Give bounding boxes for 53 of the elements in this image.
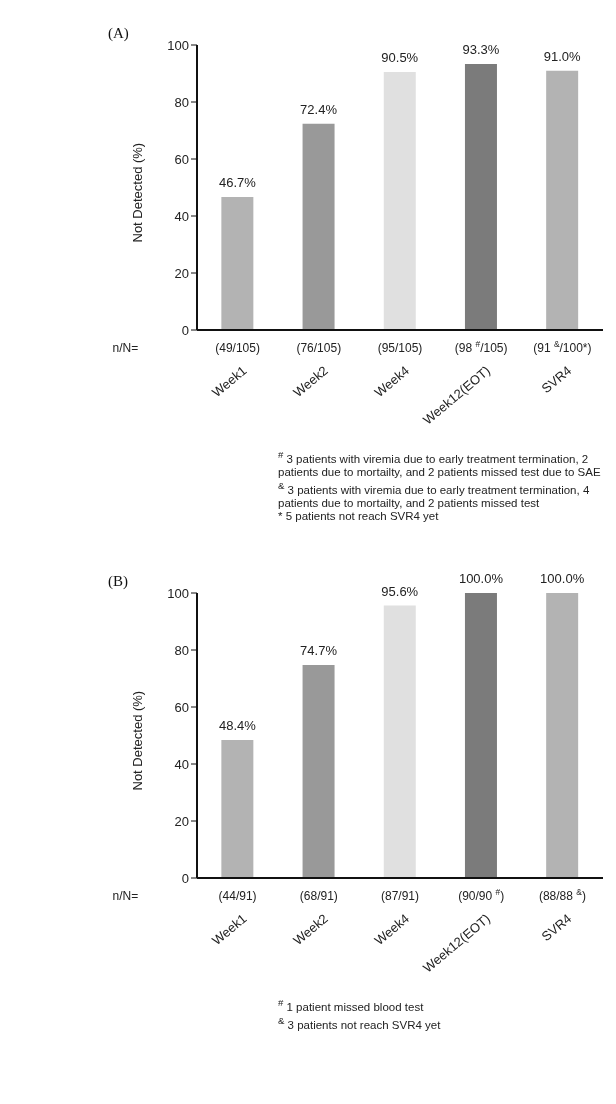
y-axis-title: Not Detected (%)	[129, 142, 145, 243]
y-tick-label: 100	[167, 585, 189, 601]
text: (90/90 $^{#}$)	[458, 887, 505, 903]
y-tick-label: 80	[174, 642, 189, 658]
data-label: 74.7%	[300, 643, 338, 659]
y-tick-label: 60	[174, 699, 189, 715]
text: * 5 patients not reach SVR4 yet	[278, 509, 440, 523]
text: $^{&}$ 3 patients with viremia due to early treatment termination, 4 patients due to mortailty, and 2 patients missed test	[278, 478, 591, 510]
y-axis-title: Not Detected (%)	[129, 690, 145, 791]
text: n/N=	[112, 889, 139, 903]
text: (98 $^{#}$/105)	[454, 339, 508, 355]
text: (76/105)	[296, 341, 342, 355]
bar	[302, 665, 335, 878]
text: n/N=	[112, 341, 139, 355]
bar	[546, 70, 579, 330]
text: (88/88 $^{&}$)	[538, 887, 586, 903]
text: (44/91)	[218, 889, 257, 903]
bar	[221, 196, 254, 330]
bar	[221, 740, 254, 878]
y-tick-label: 0	[181, 870, 189, 886]
y-tick-label: 60	[174, 151, 189, 167]
y-tick-label: 20	[174, 813, 189, 829]
data-label: 72.4%	[300, 101, 338, 117]
text: (87/91)	[380, 889, 420, 903]
bar	[383, 72, 416, 330]
text: $^{#}$ 3 patients with viremia due to early treatment termination, 2 patients due to mortailty, and 2 patients missed test due to SAE	[278, 448, 602, 479]
data-label: 100.0%	[458, 571, 504, 586]
y-tick-label: 40	[174, 208, 189, 224]
chart-title: (A)	[108, 25, 129, 42]
text: (49/105)	[215, 341, 260, 355]
text: $^{#}$ 1 patient missed blood test	[278, 996, 425, 1014]
bar	[302, 123, 335, 330]
bar	[464, 593, 497, 878]
text: (91 $^{&}$/100*)	[533, 339, 592, 355]
bar	[546, 593, 579, 878]
data-label: 90.5%	[381, 50, 419, 66]
data-label: 91.0%	[543, 48, 582, 64]
data-label: 95.6%	[381, 583, 419, 599]
y-tick-label: 40	[174, 756, 189, 772]
y-tick-label: 100	[167, 37, 189, 53]
y-tick-label: 0	[181, 322, 189, 338]
chart-title: (B)	[108, 573, 128, 590]
bar	[383, 605, 416, 878]
bar	[464, 64, 497, 330]
text: (95/105)	[377, 341, 423, 355]
text: $^{&}$ 3 patients not reach SVR4 yet	[278, 1013, 442, 1032]
data-label: 48.4%	[218, 718, 257, 734]
data-label: 100.0%	[540, 571, 585, 586]
data-label: 46.7%	[218, 174, 257, 190]
y-tick-label: 20	[174, 265, 189, 281]
y-tick-label: 80	[174, 94, 189, 110]
data-label: 93.3%	[462, 42, 500, 58]
text: (68/91)	[299, 889, 338, 903]
